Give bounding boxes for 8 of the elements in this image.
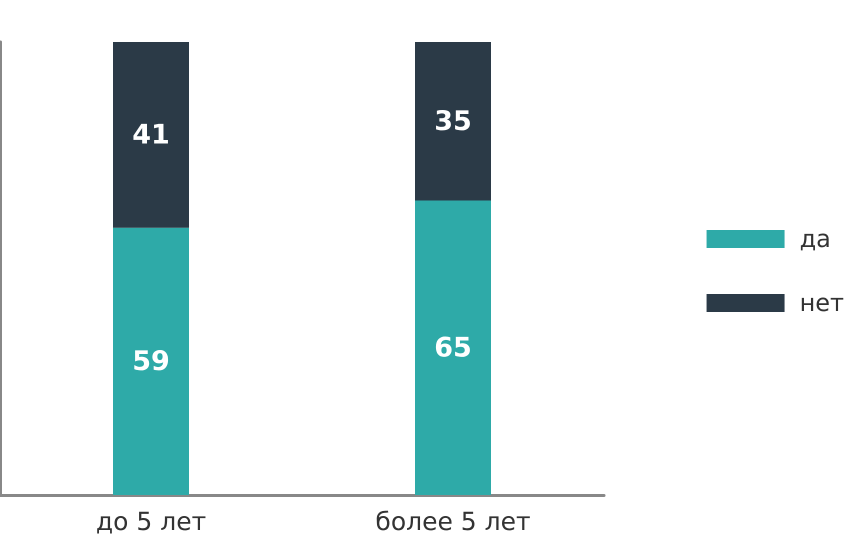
x-tick-label: более 5 лет [375, 507, 531, 536]
data-label: 59 [132, 346, 170, 377]
x-tick-label: до 5 лет [96, 507, 206, 536]
data-label: 65 [434, 332, 472, 364]
data-label: 41 [132, 119, 170, 150]
legend-label: нет [800, 289, 844, 317]
legend-label: да [800, 225, 831, 253]
data-label: 35 [434, 106, 472, 137]
